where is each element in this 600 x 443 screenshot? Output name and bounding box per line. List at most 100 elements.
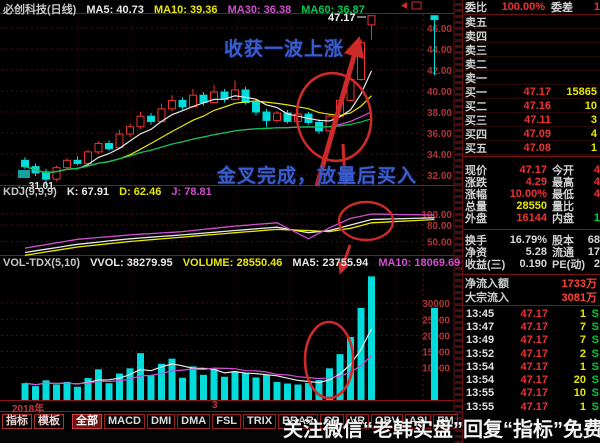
indicator-tab-TRIX[interactable]: TRIX xyxy=(243,414,277,429)
tick-price: 47.17 xyxy=(520,387,548,400)
arrow-down-small xyxy=(338,143,351,186)
quote-row-0-label2: 今开 xyxy=(552,165,574,177)
arrow-to-volume xyxy=(337,244,352,275)
indicator-tab-FSL[interactable]: FSL xyxy=(212,414,242,429)
tick-volume: 7 xyxy=(579,334,586,347)
xaxis-month-label: 3 xyxy=(212,400,218,411)
ask-row-5: 卖一 xyxy=(463,71,600,85)
tick-list[interactable]: 13:45 47.17 1 S 13:47 47.17 7 S 13:49 47.17 7 S 13:5… xyxy=(463,307,600,413)
quote-row-4-value1: 16144 xyxy=(516,212,547,224)
vvol-value: VVOL: 38279.95 xyxy=(90,257,173,269)
quote-row-0-label1: 现价 xyxy=(465,165,487,177)
bid-row-1-label: 买一 xyxy=(465,86,487,99)
bottom-cut-row xyxy=(0,432,455,443)
indicator-tab-BRAR[interactable]: BRAR xyxy=(278,414,318,429)
bid-levels: 买一 47.17 15865 买二 47.16 10 买三 47.11 3 买四 47.09 4 买五 4… xyxy=(463,85,600,155)
svg-text:44.00: 44.00 xyxy=(427,45,452,56)
tick-side: S xyxy=(591,307,599,320)
tick-side: S xyxy=(591,347,599,360)
bid-row-3: 买三 47.11 3 xyxy=(463,113,600,127)
indicator-tab-全部[interactable]: 全部 xyxy=(72,414,102,429)
vol-ma5-value: MA5: 23755.94 xyxy=(292,257,369,269)
candlestick-chart[interactable]: 46.00 44.00 42.00 40.00 38.00 36.00 34.00 32.00… xyxy=(0,0,455,412)
quote-row2-2: 收益(三) 0.190 PE(动) 2 xyxy=(463,258,600,271)
bid-row-4: 买四 47.09 4 xyxy=(463,127,600,141)
annotation-note-rally: 收获一波上涨 xyxy=(224,39,345,60)
xaxis-year-label: 2018年 xyxy=(12,404,45,415)
tick-time: 13:52 xyxy=(466,347,495,360)
tick-price: 47.17 xyxy=(520,307,548,320)
tick-side: S xyxy=(591,360,599,373)
kdj-j-value: J: 78.81 xyxy=(171,186,212,198)
mini-arrow-icon xyxy=(401,2,407,9)
bid-row-1-volume: 15865 xyxy=(566,85,597,98)
tick-volume: 20 xyxy=(573,374,586,387)
circle-golden-cross xyxy=(337,200,395,242)
quote-row2-1-label1: 净资 xyxy=(465,247,487,259)
tick-side: S xyxy=(591,400,599,413)
vol-name: VOL-TDX(5,10) xyxy=(3,257,81,269)
bid-row-3-volume: 3 xyxy=(590,113,597,126)
tick-volume: 1 xyxy=(579,360,586,373)
tick-time: 13:49 xyxy=(466,334,495,347)
tick-price: 47.17 xyxy=(520,320,548,333)
ask-row-3-label: 卖三 xyxy=(465,44,487,57)
tick-price: 47.17 xyxy=(520,347,548,360)
vol-header: VOL-TDX(5,10) VVOL: 38279.95 VOLUME: 285… xyxy=(3,257,467,269)
indicator-tab-DMI[interactable]: DMI xyxy=(147,414,176,429)
quote-row2-2-value1: 0.190 xyxy=(519,258,547,270)
main-chart-header: 必创科技(日线) MA5: 40.73 MA10: 39.36 MA30: 36… xyxy=(3,1,372,17)
svg-text:42.00: 42.00 xyxy=(427,66,452,77)
kdj-d-value: D: 62.46 xyxy=(119,186,162,198)
quote-row2-0-value1: 16.79% xyxy=(509,234,547,246)
indicator-tab-MACD[interactable]: MACD xyxy=(104,414,145,429)
svg-text:46.00: 46.00 xyxy=(427,24,452,35)
ask-levels: 卖五 卖四 卖三 卖二 卖一 xyxy=(463,15,600,85)
bid-row-1-price: 47.17 xyxy=(523,85,551,98)
tick-price: 47.17 xyxy=(520,360,548,373)
indicator-tab-ASI[interactable]: ASI xyxy=(404,414,432,429)
quote-row-4-label2: 内盘 xyxy=(552,213,574,225)
tick-volume: 1 xyxy=(579,400,586,413)
toolbar-tab-0[interactable]: 指标 xyxy=(2,414,32,429)
tick-side: S xyxy=(591,387,599,400)
svg-text:100.00: 100.00 xyxy=(421,210,452,221)
quote-row2-0: 换手 16.79% 股本 68 xyxy=(463,234,600,247)
circle-breakout xyxy=(295,71,373,163)
tick-time: 13:47 xyxy=(466,320,495,333)
quote-row-2: 涨幅 10.00% 最低 4 xyxy=(463,188,600,201)
quote-detail-grid2: 换手 16.79% 股本 68 净资 5.28 流通 17 收益(三) 0.190 PE(动) 2 xyxy=(463,234,600,271)
quote-row2-1-value1: 5.28 xyxy=(525,246,547,258)
indicator-tab-DMA[interactable]: DMA xyxy=(177,414,211,429)
tick-time: 13:54 xyxy=(466,360,495,373)
indicator-tab-CR[interactable]: CR xyxy=(319,414,344,429)
toolbar-tab-1[interactable]: 模板 xyxy=(34,414,64,429)
kdj-k-value: K: 67.91 xyxy=(66,186,110,198)
ask-row-1: 卖五 xyxy=(463,15,600,29)
indicator-tab-EM[interactable]: EM xyxy=(433,414,458,429)
weibi-label: 委比 xyxy=(465,2,487,14)
vol-ma10-value: MA10: 18069.69 xyxy=(378,257,461,269)
tick-volume: 1 xyxy=(579,307,586,320)
quote-row-1-label1: 涨跌 xyxy=(465,177,487,189)
kdj-header: KDJ(9,9,9) K: 67.91 D: 62.46 J: 78.81 xyxy=(3,186,219,198)
indicator-tab-VR[interactable]: VR xyxy=(345,414,370,429)
tick-side: S xyxy=(591,334,599,347)
quote-row2-2-label1: 收益(三) xyxy=(465,259,506,271)
vol-ma10-line xyxy=(24,355,372,386)
ask-row-4: 卖二 xyxy=(463,57,600,71)
bid-row-1: 买一 47.17 15865 xyxy=(463,85,600,99)
kdj-k-line xyxy=(24,217,435,254)
ma30-value: MA30: 36.38 xyxy=(227,4,292,16)
quote-row-1-value2: 4 xyxy=(593,176,600,188)
vol-ma5-line xyxy=(24,328,373,386)
watermark-text: 关注微信“老韩实盘”回复“指标”免费领 xyxy=(283,419,600,441)
flow-label-1: 大宗流入 xyxy=(465,292,509,304)
quote-row2-0-label1: 换手 xyxy=(465,235,487,247)
indicator-tab-OBV[interactable]: OBV xyxy=(371,414,403,429)
quote-row-2-label1: 涨幅 xyxy=(465,189,487,201)
chart-grid: 46.00 44.00 42.00 40.00 38.00 36.00 34.00 32.00… xyxy=(0,0,455,412)
quote-row-2-label2: 最低 xyxy=(552,189,574,201)
svg-text:36.00: 36.00 xyxy=(427,129,452,140)
